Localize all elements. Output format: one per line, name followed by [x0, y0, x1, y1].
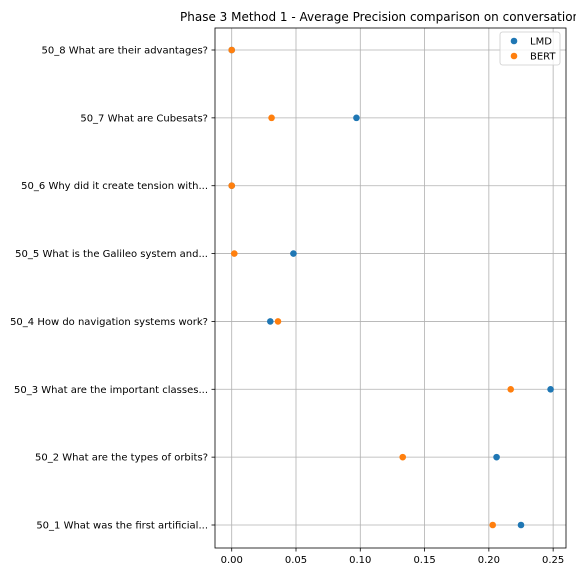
bert-point — [228, 182, 236, 190]
x-tick-label: 0.00 — [221, 555, 243, 566]
plot-area — [214, 27, 567, 549]
point-layer — [228, 46, 554, 529]
legend-marker — [510, 52, 518, 60]
y-tick-label: 50_7 What are Cubesats? — [80, 113, 208, 124]
y-tick-label: 50_5 What is the Galileo system and... — [15, 249, 208, 260]
bert-point — [230, 250, 238, 257]
x-tick-label: 0.15 — [413, 555, 435, 566]
lmd-point — [493, 453, 500, 461]
bert-point — [399, 453, 407, 461]
lmd-point — [547, 385, 554, 393]
x-tick-label: 0.25 — [542, 555, 564, 566]
x-tick-label: 0.20 — [478, 555, 500, 566]
lmd-point — [266, 318, 274, 325]
bert-point — [489, 521, 497, 529]
bert-point — [507, 385, 515, 393]
legend: LMD BERT — [499, 31, 561, 66]
legend-label: LMD — [530, 37, 552, 48]
lmd-point — [353, 114, 360, 122]
y-tick-label: 50_1 What was the first artificial... — [36, 521, 208, 532]
y-tick-label: 50_4 How do navigation systems work? — [10, 317, 208, 328]
legend-marker — [510, 37, 518, 45]
x-tick-label: 0.10 — [349, 555, 371, 566]
grid-layer — [215, 28, 566, 548]
y-tick-label: 50_8 What are their advantages? — [42, 46, 208, 57]
x-tick-label: 0.05 — [285, 555, 307, 566]
chart-title: Phase 3 Method 1 - Average Precision com… — [180, 10, 576, 24]
tick-layer: 0.00 0.05 0.10 0.15 0.20 0.25 50_1 What was th… — [10, 46, 564, 567]
y-tick-label: 50_3 What are the important classes... — [14, 385, 208, 396]
y-tick-label: 50_6 Why did it create tension with... — [21, 181, 208, 192]
bert-point — [228, 46, 236, 54]
y-tick-label: 50_2 What are the types of orbits? — [35, 453, 208, 464]
lmd-point — [290, 250, 297, 257]
bert-point — [268, 114, 275, 122]
lmd-point — [517, 521, 525, 529]
legend-label: BERT — [530, 52, 556, 63]
bert-point — [274, 318, 282, 325]
